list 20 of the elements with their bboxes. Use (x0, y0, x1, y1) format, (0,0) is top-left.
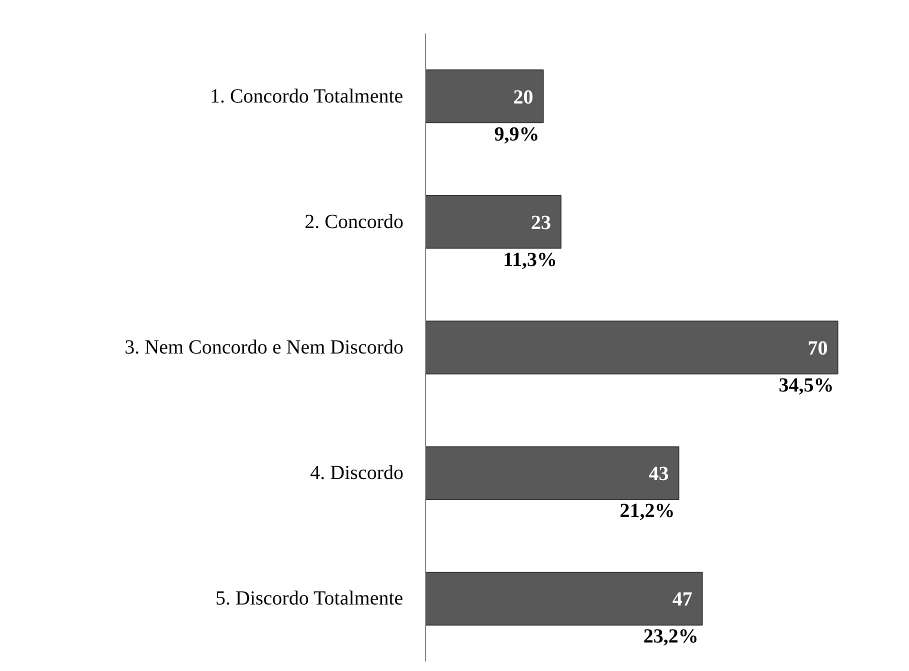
annotation: 21,2% (620, 500, 675, 522)
y-tick-label: 1. Concordo Totalmente (210, 85, 404, 108)
annotation: 34,5% (778, 374, 834, 396)
bar (426, 320, 838, 374)
data-label: 47 (672, 588, 692, 611)
y-tick-label: 5. Discordo Totalmente (216, 588, 404, 610)
data-label: 23 (530, 212, 551, 234)
annotation: 23,2% (643, 626, 698, 648)
annotation: 9,9% (494, 123, 540, 146)
bar (426, 195, 562, 249)
data-label: 20 (513, 86, 534, 108)
bar (426, 69, 544, 124)
annotation: 11,3% (503, 248, 557, 271)
data-label: 70 (808, 338, 828, 360)
y-tick-label: 4. Discordo (310, 462, 404, 484)
y-tick-label: 3. Nem Concordo e Nem Discordo (124, 336, 404, 358)
data-label: 43 (648, 463, 669, 486)
y-tick-label: 2. Concordo (304, 210, 404, 233)
bar (426, 446, 680, 500)
bar (426, 572, 703, 626)
